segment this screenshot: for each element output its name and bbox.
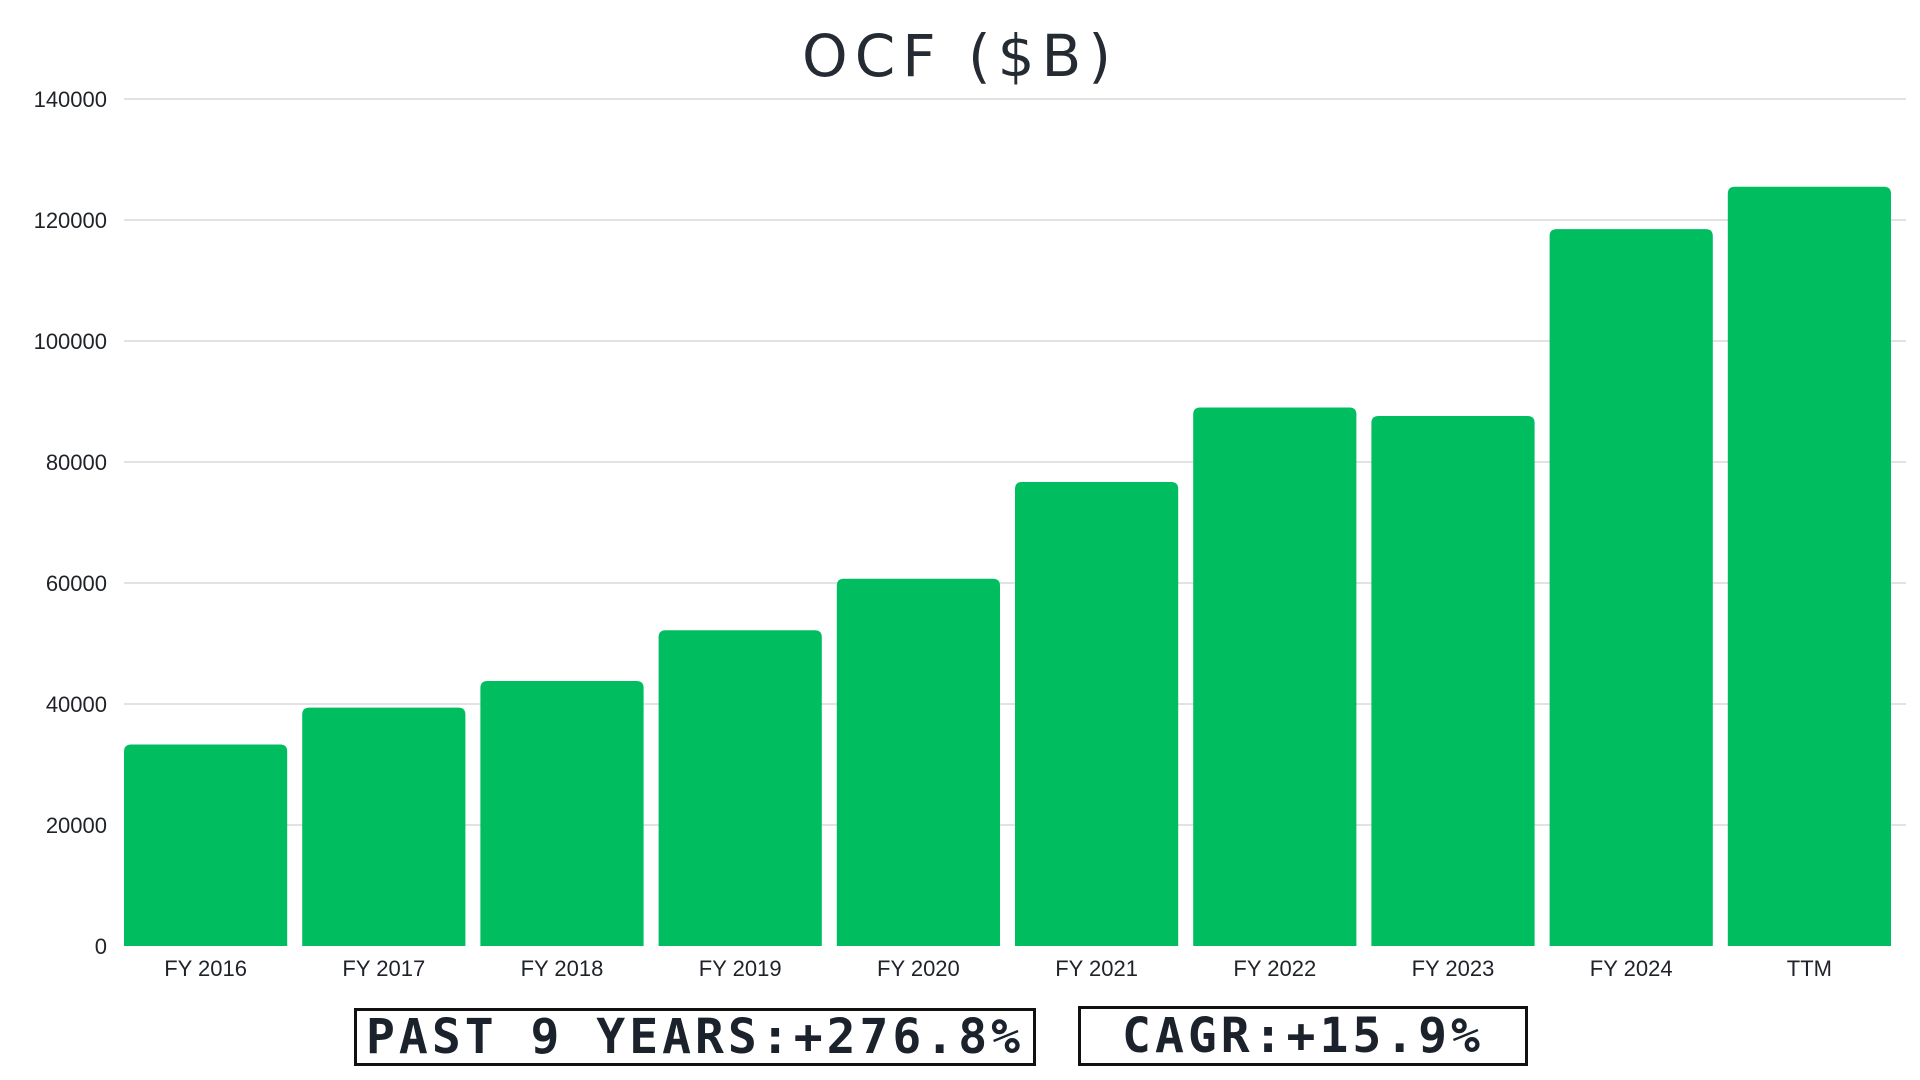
bar: [836, 578, 1000, 946]
bar: [1371, 416, 1535, 946]
bar: [124, 744, 288, 946]
x-axis-tick-labels: FY 2016 FY 2017 FY 2018 FY 2019 FY 2020 FY 20…: [164, 956, 1832, 981]
y-tick-label: 120000: [34, 208, 107, 233]
x-tick-label: FY 2019: [699, 956, 782, 981]
bars: [124, 186, 1891, 947]
bar: [480, 681, 644, 946]
x-tick-label: FY 2024: [1590, 956, 1673, 981]
x-tick-label: FY 2020: [877, 956, 960, 981]
y-tick-label: 100000: [34, 329, 107, 354]
y-tick-label: 60000: [46, 571, 107, 596]
past-years-change-box: PAST 9 YEARS:+276.8%: [354, 1008, 1036, 1066]
bar: [1193, 407, 1357, 946]
cagr-text: CAGR:+15.9%: [1122, 1008, 1484, 1064]
x-tick-label: FY 2022: [1233, 956, 1316, 981]
bar: [302, 707, 466, 946]
y-tick-label: 0: [95, 934, 107, 959]
y-tick-label: 140000: [34, 87, 107, 112]
bar: [1549, 229, 1713, 946]
bar: [1015, 481, 1179, 946]
x-tick-label: FY 2017: [342, 956, 425, 981]
past-years-change-text: PAST 9 YEARS:+276.8%: [366, 1009, 1024, 1065]
bar: [1727, 186, 1891, 947]
x-tick-label: FY 2021: [1055, 956, 1138, 981]
y-tick-label: 40000: [46, 692, 107, 717]
x-tick-label: TTM: [1787, 956, 1832, 981]
bar: [658, 630, 822, 946]
y-tick-label: 20000: [46, 813, 107, 838]
chart-title: OCF ($B): [802, 22, 1118, 90]
x-tick-label: FY 2016: [164, 956, 247, 981]
y-tick-label: 80000: [46, 450, 107, 475]
cagr-box: CAGR:+15.9%: [1078, 1006, 1528, 1066]
y-axis-tick-labels: 0 20000 40000 60000 80000 100000 120000 140000: [34, 87, 107, 959]
x-tick-label: FY 2023: [1412, 956, 1495, 981]
x-tick-label: FY 2018: [521, 956, 604, 981]
